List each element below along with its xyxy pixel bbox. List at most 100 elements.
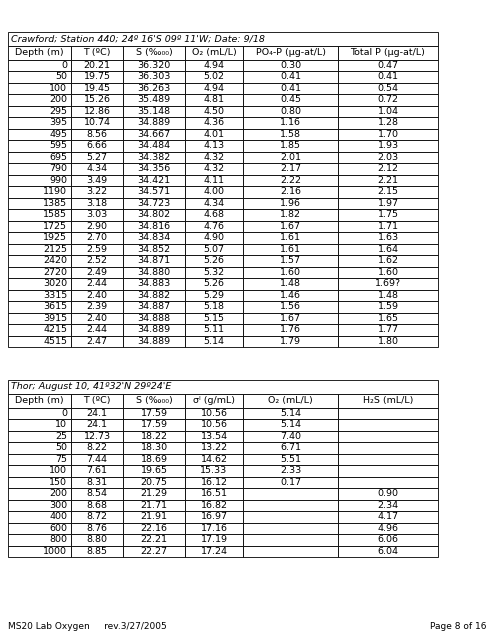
Bar: [338, 255, 438, 266]
Text: 1725: 1725: [43, 221, 67, 231]
Bar: [123, 394, 185, 408]
Bar: [185, 117, 243, 129]
Text: σᴵ (g/mL): σᴵ (g/mL): [193, 396, 235, 405]
Text: 8.68: 8.68: [87, 500, 107, 509]
Bar: [338, 278, 438, 289]
Text: 4.00: 4.00: [203, 188, 225, 196]
Bar: [243, 408, 338, 419]
Bar: [123, 221, 185, 232]
Text: 0.45: 0.45: [280, 95, 301, 104]
Text: 36.263: 36.263: [138, 84, 171, 93]
Text: 1385: 1385: [43, 199, 67, 208]
Text: O₂ (mL/L): O₂ (mL/L): [192, 48, 237, 57]
Text: 8.31: 8.31: [87, 477, 107, 487]
Bar: [243, 499, 338, 511]
Text: 4.32: 4.32: [203, 164, 225, 173]
Bar: [123, 117, 185, 129]
Text: 2.01: 2.01: [280, 153, 301, 162]
Bar: [71, 232, 123, 243]
Text: 1000: 1000: [43, 547, 67, 556]
Bar: [338, 465, 438, 477]
Bar: [243, 94, 338, 106]
Bar: [71, 163, 123, 175]
Bar: [185, 83, 243, 94]
Text: 5.26: 5.26: [203, 279, 225, 288]
Bar: [71, 442, 123, 454]
Text: 1.70: 1.70: [378, 130, 398, 139]
Bar: [8, 152, 71, 163]
Bar: [243, 312, 338, 324]
Text: 1.76: 1.76: [280, 325, 301, 334]
Bar: [338, 198, 438, 209]
Text: PO₄-P (µg-at/L): PO₄-P (µg-at/L): [255, 48, 326, 57]
Text: 0.80: 0.80: [280, 107, 301, 116]
Bar: [243, 152, 338, 163]
Bar: [71, 419, 123, 431]
Bar: [71, 499, 123, 511]
Text: 1.77: 1.77: [378, 325, 398, 334]
Bar: [71, 221, 123, 232]
Bar: [71, 243, 123, 255]
Text: 34.421: 34.421: [138, 176, 171, 185]
Text: 2.49: 2.49: [87, 268, 107, 276]
Bar: [338, 289, 438, 301]
Bar: [8, 499, 71, 511]
Bar: [71, 488, 123, 499]
Bar: [8, 419, 71, 431]
Bar: [185, 488, 243, 499]
Bar: [243, 209, 338, 221]
Bar: [8, 60, 71, 71]
Bar: [338, 106, 438, 117]
Text: 34.802: 34.802: [138, 211, 171, 220]
Bar: [71, 431, 123, 442]
Text: 0.41: 0.41: [378, 72, 398, 81]
Text: 34.889: 34.889: [138, 337, 171, 346]
Bar: [243, 335, 338, 347]
Text: 4.90: 4.90: [203, 233, 225, 243]
Text: 34.871: 34.871: [138, 256, 171, 265]
Text: 34.889: 34.889: [138, 325, 171, 334]
Bar: [71, 335, 123, 347]
Text: 8.76: 8.76: [87, 524, 107, 532]
Bar: [338, 117, 438, 129]
Bar: [8, 431, 71, 442]
Text: 15.33: 15.33: [200, 467, 228, 476]
Bar: [243, 243, 338, 255]
Bar: [8, 198, 71, 209]
Text: 34.382: 34.382: [138, 153, 171, 162]
Bar: [338, 431, 438, 442]
Text: 19.45: 19.45: [84, 84, 110, 93]
Text: 12.86: 12.86: [84, 107, 110, 116]
Bar: [338, 408, 438, 419]
Bar: [71, 175, 123, 186]
Text: 1.48: 1.48: [378, 291, 398, 300]
Bar: [243, 324, 338, 335]
Text: 1.97: 1.97: [378, 199, 398, 208]
Bar: [8, 545, 71, 557]
Bar: [185, 152, 243, 163]
Bar: [185, 335, 243, 347]
Text: 50: 50: [55, 444, 67, 452]
Bar: [185, 163, 243, 175]
Text: 24.1: 24.1: [87, 409, 107, 418]
Text: 100: 100: [49, 84, 67, 93]
Bar: [123, 60, 185, 71]
Text: 5.14: 5.14: [280, 409, 301, 418]
Text: 1.82: 1.82: [280, 211, 301, 220]
Text: 295: 295: [49, 107, 67, 116]
Bar: [243, 454, 338, 465]
Bar: [185, 129, 243, 140]
Bar: [71, 534, 123, 545]
Text: 495: 495: [49, 130, 67, 139]
Text: 0.90: 0.90: [378, 489, 398, 499]
Text: 4.34: 4.34: [203, 199, 225, 208]
Text: 34.852: 34.852: [138, 244, 171, 253]
Bar: [185, 140, 243, 152]
Bar: [338, 477, 438, 488]
Bar: [71, 255, 123, 266]
Bar: [123, 431, 185, 442]
Bar: [338, 335, 438, 347]
Bar: [185, 60, 243, 71]
Text: 695: 695: [49, 153, 67, 162]
Text: Total P (µg-at/L): Total P (µg-at/L): [350, 48, 425, 57]
